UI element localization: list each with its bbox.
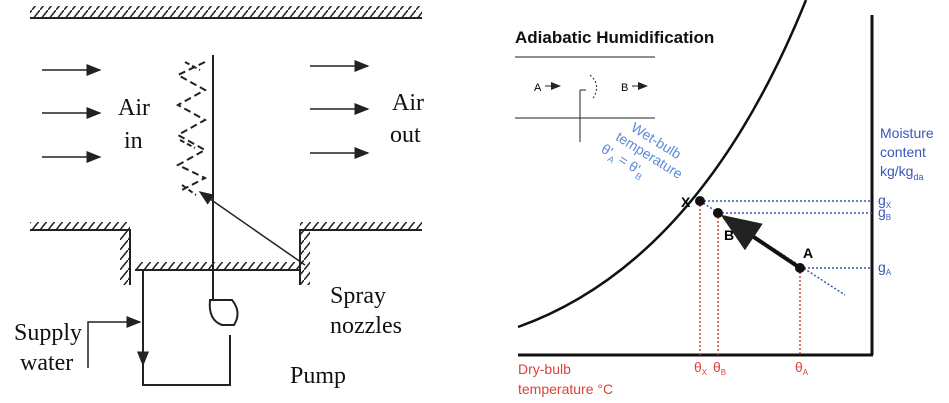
label: Dry-bulb: [518, 361, 571, 377]
psychrometric-chart: [515, 0, 874, 357]
wet-bulb-label: Wet-bulb temperature θ'A = θ'B: [599, 119, 686, 182]
label: Air: [118, 95, 150, 121]
label: water: [20, 350, 73, 376]
label: θB: [713, 359, 726, 377]
label: B: [621, 82, 628, 94]
point-label: B: [724, 227, 734, 243]
humidifier-schematic: [30, 6, 422, 386]
label: content: [880, 144, 926, 160]
label: kg/kgda: [880, 163, 923, 182]
label: Air: [392, 90, 424, 116]
point-label: X: [681, 194, 691, 210]
label: Spray: [330, 283, 386, 309]
title: Adiabatic Humidification: [515, 28, 714, 47]
label: A: [534, 82, 542, 94]
label: temperature °C: [518, 381, 613, 397]
label: Pump: [290, 363, 346, 389]
label: in: [124, 128, 143, 154]
label: Supply: [14, 320, 82, 346]
label: gX: [878, 192, 892, 210]
label: nozzles: [330, 313, 402, 339]
label: out: [390, 122, 421, 148]
label: θX: [694, 359, 708, 377]
label: θA: [795, 359, 809, 377]
label: gB: [878, 204, 891, 222]
label: Moisture: [880, 125, 934, 141]
point-label: A: [803, 245, 813, 261]
label: gA: [878, 259, 892, 277]
